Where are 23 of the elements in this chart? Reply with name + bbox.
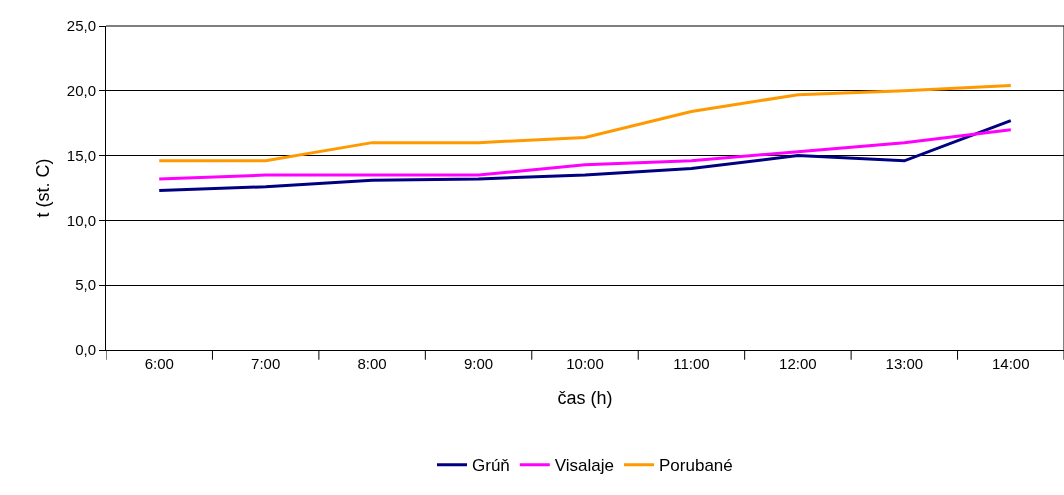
- x-tick-label: 7:00: [251, 355, 281, 372]
- y-tick-label: 5,0: [75, 276, 96, 294]
- x-tick-label: 11:00: [673, 355, 710, 372]
- y-tick-label: 10,0: [66, 211, 96, 229]
- line-series: [157, 119, 1013, 193]
- line-series: [157, 128, 1013, 181]
- y-tick-label: 20,0: [66, 82, 96, 100]
- y-tick-label: 25,0: [66, 17, 96, 35]
- x-tick-label: 13:00: [885, 355, 924, 372]
- x-tick-label: 12:00: [779, 355, 817, 372]
- x-tick-label: 10:00: [566, 355, 604, 372]
- y-axis-title: t (st. C): [33, 158, 53, 218]
- legend-label: Porubané: [659, 456, 733, 476]
- x-tick-label: 14:00: [992, 355, 1030, 372]
- x-axis-title: čas (h): [557, 388, 613, 409]
- x-tick-label: 8:00: [357, 355, 387, 372]
- x-tick-label: 6:00: [144, 355, 174, 372]
- legend-label: Visalaje: [554, 456, 615, 476]
- x-tick-label: 9:00: [463, 355, 494, 372]
- legend-label: Grúň: [472, 456, 510, 476]
- line-series: [157, 84, 1013, 163]
- y-tick-label: 15,0: [66, 146, 96, 164]
- y-tick-label: 0,0: [75, 341, 96, 359]
